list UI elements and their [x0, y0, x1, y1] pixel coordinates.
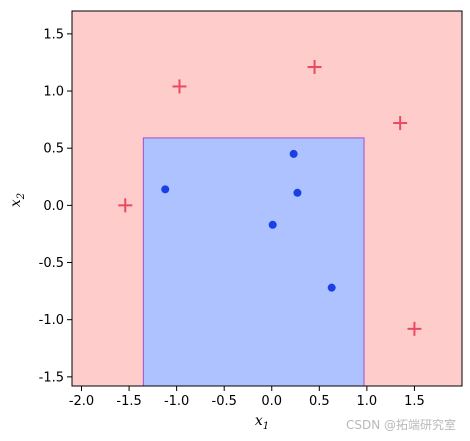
y-tick-label: -0.5 — [39, 256, 64, 271]
circle-point — [327, 283, 336, 292]
x-axis-label: x1 — [255, 413, 269, 432]
plus-point — [407, 321, 422, 336]
x-tick-label: -0.5 — [212, 394, 237, 409]
y-tick-label: -1.0 — [39, 313, 64, 328]
y-tick-label: 1.0 — [43, 85, 64, 100]
circle-point — [289, 149, 298, 158]
y-tick-label: 0.5 — [43, 142, 64, 157]
data-points — [118, 60, 422, 336]
circle-point — [293, 188, 302, 197]
y-tick-label: 1.5 — [43, 27, 64, 42]
y-tick-label: -1.5 — [39, 370, 64, 385]
plus-point — [393, 116, 408, 131]
x-tick-label: 1.5 — [404, 394, 425, 409]
x-tick-label: 1.0 — [357, 394, 378, 409]
plus-point — [172, 79, 187, 94]
x-tick-label: 0.0 — [261, 394, 282, 409]
watermark: CSDN @拓端研究室 — [345, 418, 456, 432]
x-tick-label: -1.5 — [116, 394, 141, 409]
x-tick-label: -2.0 — [69, 394, 94, 409]
y-axis-label: x2 — [8, 193, 27, 207]
x-tick-label: 0.5 — [309, 394, 330, 409]
plus-point — [307, 60, 322, 75]
circle-point — [268, 220, 277, 229]
circle-point — [161, 185, 170, 194]
decision-box-region — [142, 137, 365, 387]
y-axis-ticks: 1.5 1.0 0.5 0.0 -0.5 -1.0 -1.5 — [39, 27, 72, 385]
plot-frame — [71, 10, 463, 387]
y-tick-label: 0.0 — [43, 199, 64, 214]
x-tick-label: -1.0 — [164, 394, 189, 409]
x-axis-ticks: -2.0 -1.5 -1.0 -0.5 0.0 0.5 1.0 1.5 — [69, 386, 425, 409]
plus-point — [118, 198, 133, 213]
